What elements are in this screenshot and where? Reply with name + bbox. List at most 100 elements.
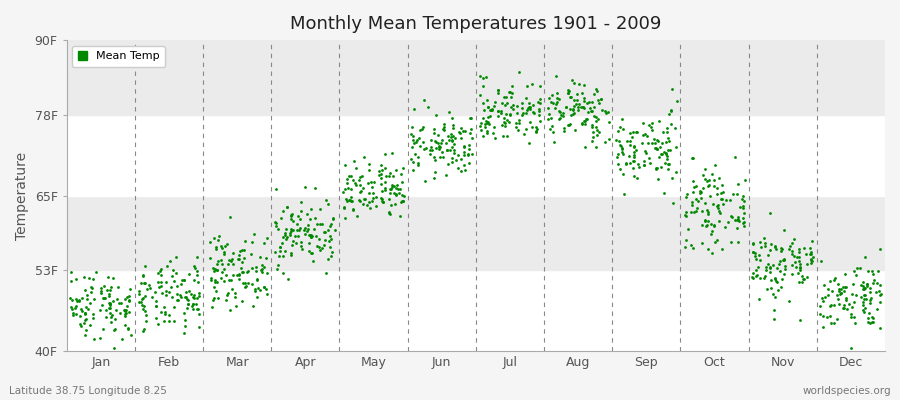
Point	[294, 243, 309, 250]
Point	[777, 256, 791, 262]
Point	[770, 246, 784, 252]
Point	[387, 190, 401, 196]
Point	[177, 294, 192, 300]
Point	[504, 82, 518, 89]
Point	[203, 276, 218, 283]
Point	[736, 193, 751, 199]
Point	[702, 177, 716, 184]
Point	[763, 268, 778, 275]
Point	[714, 196, 728, 202]
Point	[238, 283, 253, 289]
Point	[157, 304, 171, 310]
Point	[226, 272, 240, 278]
Point	[715, 195, 729, 202]
Point	[453, 130, 467, 137]
Point	[221, 256, 236, 263]
Point	[238, 238, 252, 244]
Point	[423, 150, 437, 157]
Point	[503, 103, 517, 110]
Point	[660, 152, 674, 159]
Point	[66, 312, 80, 318]
Point	[634, 140, 649, 146]
Point	[838, 270, 852, 277]
Point	[336, 189, 350, 195]
Point	[76, 320, 91, 326]
Point	[209, 244, 223, 250]
Point	[404, 144, 419, 150]
Point	[338, 196, 353, 203]
Point	[310, 242, 325, 249]
Point	[382, 209, 396, 216]
Point	[425, 147, 439, 153]
Point	[650, 137, 664, 144]
Point	[454, 134, 469, 141]
Point	[816, 298, 831, 305]
Point	[378, 179, 392, 185]
Point	[413, 143, 428, 150]
Point	[617, 191, 632, 198]
Point	[463, 142, 477, 148]
Point	[872, 299, 886, 306]
Point	[86, 315, 100, 322]
Point	[110, 296, 124, 302]
Point	[238, 284, 252, 290]
Point	[220, 241, 234, 247]
Point	[269, 223, 284, 229]
Point	[873, 292, 887, 298]
Point	[134, 280, 148, 286]
Point	[446, 125, 460, 132]
Point	[509, 120, 524, 126]
Point	[719, 197, 733, 203]
Point	[284, 250, 298, 256]
Point	[249, 294, 264, 300]
Point	[214, 269, 229, 276]
Point	[477, 124, 491, 130]
Point	[211, 258, 225, 265]
Point	[704, 230, 718, 237]
Point	[302, 240, 316, 246]
Point	[659, 151, 673, 157]
Point	[872, 325, 886, 331]
Point	[865, 314, 879, 320]
Point	[559, 103, 573, 110]
Point	[735, 220, 750, 226]
Point	[215, 260, 230, 267]
Point	[803, 250, 817, 257]
Point	[177, 330, 192, 336]
Point	[318, 237, 332, 244]
Point	[407, 139, 421, 146]
Point	[85, 285, 99, 292]
Point	[654, 164, 669, 170]
Point	[858, 285, 872, 291]
Point	[660, 129, 674, 135]
Point	[846, 281, 860, 287]
Point	[452, 129, 466, 136]
Point	[474, 120, 489, 126]
Point	[440, 147, 454, 153]
Point	[322, 233, 337, 240]
Point	[749, 256, 763, 262]
Point	[108, 326, 122, 332]
Point	[613, 166, 627, 172]
Point	[457, 128, 472, 134]
Point	[613, 124, 627, 130]
Point	[357, 154, 372, 160]
Point	[837, 284, 851, 291]
Point	[475, 100, 490, 106]
Point	[650, 145, 664, 152]
Point	[836, 304, 850, 311]
Point	[446, 155, 460, 162]
Point	[478, 120, 492, 127]
Point	[118, 322, 132, 328]
Point	[731, 216, 745, 222]
Point	[687, 184, 701, 190]
Point	[278, 231, 293, 238]
Point	[506, 106, 520, 112]
Point	[411, 135, 426, 142]
Point	[833, 290, 848, 297]
Point	[860, 282, 874, 289]
Point	[700, 208, 715, 215]
Point	[694, 189, 708, 195]
Point	[552, 115, 566, 122]
Point	[458, 167, 473, 173]
